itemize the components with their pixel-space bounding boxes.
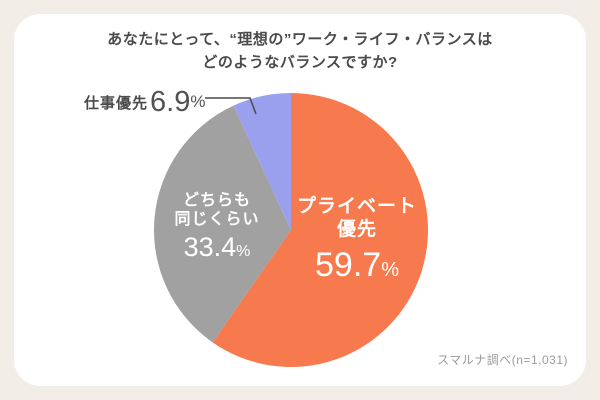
- slice-label-both-equal: どちらも 同じくらい 33.4%: [174, 191, 259, 263]
- private-priority-value: 59.7: [315, 246, 382, 284]
- work-priority-leader-line: [205, 97, 257, 115]
- both-equal-label: どちらも 同じくらい: [174, 192, 260, 228]
- chart-title-line1: あなたにとって、“理想の”ワーク・ライフ・バランスは: [107, 31, 493, 48]
- both-equal-unit: %: [236, 243, 251, 260]
- pie-slice-2: [233, 93, 291, 230]
- pie-slice-1: [154, 105, 291, 343]
- work-priority-value: 6.9: [150, 85, 191, 118]
- work-priority-label: 仕事優先: [84, 94, 149, 112]
- pie-slice-0: [212, 93, 429, 367]
- private-priority-unit: %: [381, 259, 399, 281]
- both-equal-value: 33.4: [183, 232, 237, 262]
- chart-title: あなたにとって、“理想の”ワーク・ライフ・バランスは どのようなバランスですか?: [0, 28, 600, 74]
- survey-source: スマルナ調べ(n=1,031): [437, 353, 568, 367]
- work-priority-unit: %: [190, 92, 206, 111]
- slice-label-private-priority: プライベート 優先 59.7%: [297, 195, 417, 285]
- chart-title-line2: どのようなバランスですか?: [202, 54, 398, 71]
- slice-label-work-priority: 仕事優先 6.9%: [84, 82, 205, 122]
- private-priority-label: プライベート 優先: [296, 196, 418, 240]
